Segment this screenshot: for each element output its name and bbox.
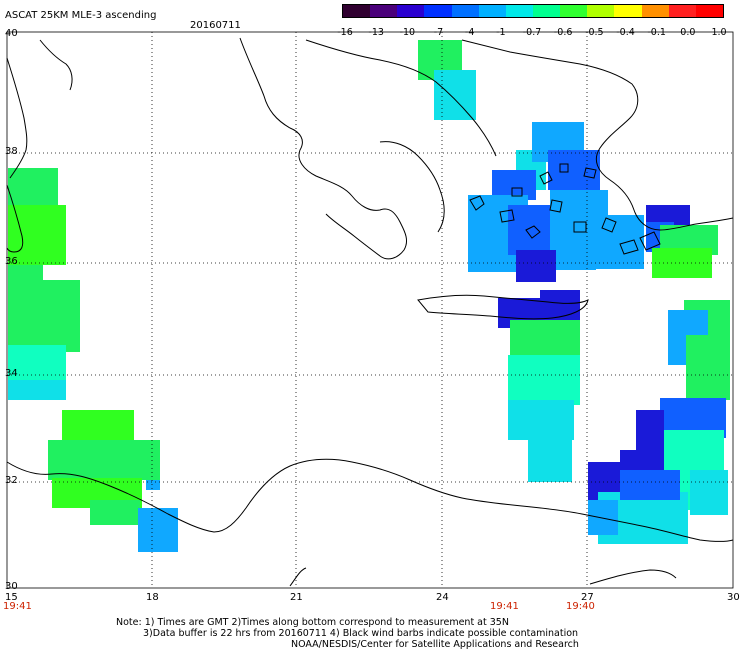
swath-block [540, 290, 580, 320]
swath-block [138, 508, 178, 552]
graticule [7, 32, 733, 588]
lat-label: 38 [5, 146, 18, 157]
colorbar-label: 1.0 [711, 27, 727, 38]
coast-sicily [6, 184, 24, 253]
colorbar-segment [505, 5, 533, 17]
note-line-2: 3)Data buffer is 22 hrs from 20160711 4)… [143, 628, 579, 639]
swath-block [508, 355, 580, 405]
swath-block [588, 500, 618, 535]
colorbar-label: 0.0 [680, 27, 696, 38]
colorbar-segment [397, 5, 425, 17]
colorbar-segment [478, 5, 506, 17]
coast-greece-peloponnese [379, 141, 445, 233]
swath-block [596, 215, 644, 269]
swath-block [48, 440, 160, 480]
lat-label: 40 [5, 28, 18, 39]
time-label: 19:41 [3, 601, 32, 612]
coast-greece-north [305, 39, 497, 157]
swath-block [528, 438, 572, 482]
colorbar-label: -13 [368, 27, 384, 38]
swath-block [508, 205, 556, 255]
lon-label: 18 [146, 592, 159, 603]
coastlines [6, 37, 734, 587]
time-label: 19:40 [566, 601, 595, 612]
swath-block [8, 205, 66, 265]
lat-label: 36 [5, 256, 18, 267]
colorbar [342, 4, 724, 18]
colorbar-segment [532, 5, 561, 17]
swath-block [652, 248, 712, 278]
colorbar-segment [424, 5, 452, 17]
colorbar-label: -1 [496, 27, 506, 38]
scatterometer-swaths [8, 40, 730, 552]
lon-label: 24 [436, 592, 449, 603]
map-frame [6, 31, 734, 589]
colorbar-segment [560, 5, 588, 17]
note-line-3: NOAA/NESDIS/Center for Satellite Applica… [291, 639, 579, 650]
coast-bottom-west [289, 567, 307, 587]
colorbar-label: -0.5 [585, 27, 604, 38]
swath-block [690, 470, 728, 515]
product-date: 20160711 [190, 20, 241, 31]
swath-block [556, 250, 596, 270]
lat-label: 34 [5, 368, 18, 379]
colorbar-label: -7 [433, 27, 444, 38]
swath-block [548, 150, 600, 190]
coast-italy-heel [39, 39, 73, 91]
coast-italy [6, 57, 28, 179]
coast-crete [417, 294, 589, 320]
swath-block [434, 70, 476, 120]
swath-block [516, 250, 556, 282]
swath-block [508, 400, 574, 440]
swath-block [646, 205, 690, 225]
swath-block [510, 320, 580, 360]
note-line-1: Note: 1) Times are GMT 2)Times along bot… [116, 617, 509, 628]
swath-block [8, 345, 66, 385]
coast-north-africa [6, 458, 734, 542]
swath-block [8, 380, 66, 400]
swath-block [636, 410, 664, 450]
swath-block [620, 470, 680, 500]
colorbar-segment [587, 5, 615, 17]
colorbar-label: -10 [399, 27, 416, 38]
colorbar-segment [451, 5, 479, 17]
lat-label: 30 [5, 581, 18, 592]
swath-block [8, 280, 80, 352]
coast-aegean-islands [469, 163, 639, 255]
lat-label: 32 [5, 475, 18, 486]
colorbar-segment [641, 5, 669, 17]
colorbar-label: -0.6 [553, 27, 573, 38]
colorbar-label: -16 [337, 27, 353, 38]
coast-rhodes [639, 231, 661, 251]
lon-label: 21 [290, 592, 303, 603]
colorbar-segment [343, 5, 371, 17]
lon-label: 15 [5, 592, 18, 603]
swath-block [686, 335, 730, 400]
coast-bottom-east [589, 569, 677, 585]
colorbar-label: -4 [464, 27, 475, 38]
colorbar-label: -0.4 [616, 27, 635, 38]
colorbar-segment [370, 5, 398, 17]
time-label: 19:41 [490, 601, 519, 612]
lon-label: 30 [727, 592, 740, 603]
colorbar-label: -0.1 [647, 27, 666, 38]
lon-label: 27 [581, 592, 594, 603]
coast-greece-west [239, 37, 407, 260]
colorbar-segment [695, 5, 723, 17]
colorbar-segment [668, 5, 696, 17]
swath-block [90, 500, 140, 525]
swath-block [146, 480, 160, 490]
product-title: ASCAT 25KM MLE-3 ascending [5, 10, 157, 21]
colorbar-label: -0.7 [522, 27, 542, 38]
colorbar-segment [614, 5, 642, 17]
coast-turkey [461, 39, 734, 231]
